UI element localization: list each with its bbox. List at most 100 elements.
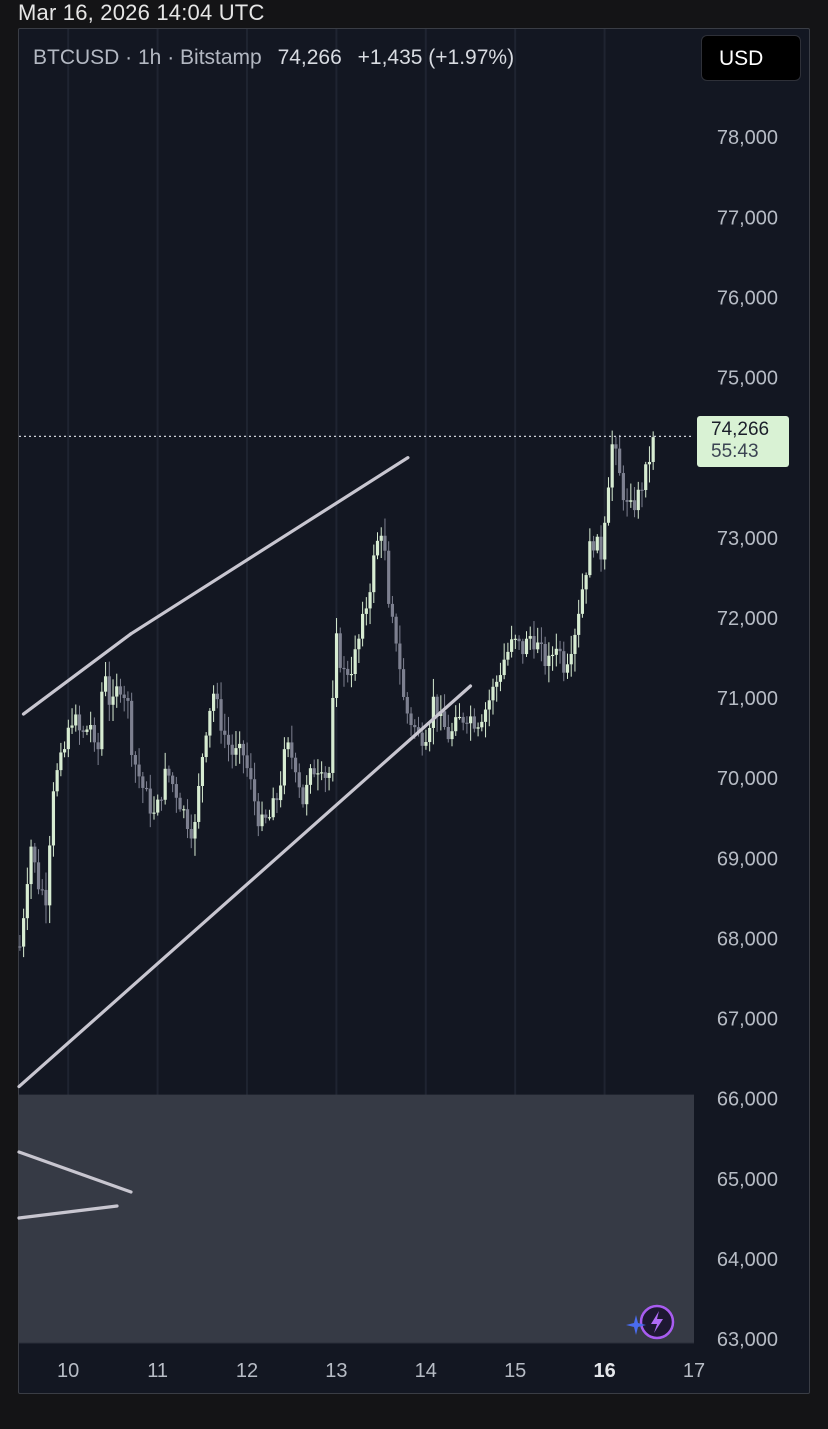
candle-body <box>647 461 652 465</box>
candle-body <box>636 489 640 511</box>
candle-body <box>644 464 648 491</box>
candle-body <box>85 729 89 732</box>
y-tick-label: 63,000 <box>717 1329 778 1351</box>
y-tick-label: 72,000 <box>717 608 778 630</box>
x-tick-label: 14 <box>415 1360 437 1382</box>
candle-body <box>390 603 395 617</box>
current-price-tag: 74,266 55:43 <box>697 416 789 467</box>
candle-body <box>141 776 145 788</box>
candle-body <box>398 643 402 670</box>
candle-body <box>487 700 491 710</box>
candle-body <box>230 744 234 755</box>
candle-body <box>122 694 126 699</box>
candle-body <box>22 918 26 947</box>
candle-body <box>66 727 70 750</box>
candle-body <box>416 727 421 733</box>
candle-body <box>547 655 551 667</box>
candle-body <box>599 536 603 560</box>
y-tick-label: 73,000 <box>717 528 778 550</box>
candle-body <box>249 768 253 780</box>
candle-body <box>264 814 268 818</box>
candle-body <box>44 889 48 906</box>
candle-body <box>118 686 123 695</box>
candle-body <box>513 638 517 640</box>
chart-legend: BTCUSD · 1h · Bitstamp 74,266 +1,435 (+1… <box>33 46 514 70</box>
trendline <box>21 632 133 716</box>
candle-body <box>267 817 272 819</box>
candle-body <box>312 768 316 775</box>
candle-body <box>450 731 454 740</box>
candle-body <box>409 713 413 726</box>
candle-body <box>562 651 566 673</box>
candle-body <box>215 693 219 700</box>
candle-body <box>591 541 596 551</box>
candle-body <box>625 500 629 502</box>
sparkle-lightning-icon[interactable] <box>625 1303 677 1341</box>
candle-body <box>133 755 137 765</box>
candle-body <box>204 735 208 758</box>
y-tick-label: 70,000 <box>717 768 778 790</box>
candle-body <box>126 698 130 701</box>
candle-body <box>595 536 599 551</box>
candle-body <box>368 592 372 609</box>
x-tick-label: 10 <box>57 1360 79 1382</box>
trendline <box>129 456 410 636</box>
currency-button[interactable]: USD <box>701 35 801 81</box>
candle-body <box>498 675 503 682</box>
x-tick-label: 13 <box>325 1360 347 1382</box>
candle-body <box>502 659 506 676</box>
candle-body <box>107 676 111 705</box>
candle-body <box>364 608 368 614</box>
candle-body <box>92 725 96 743</box>
x-tick-label: 12 <box>236 1360 258 1382</box>
candle-body <box>383 535 387 551</box>
candle-body <box>286 742 290 750</box>
candle-body <box>137 764 141 777</box>
candle-body <box>476 727 480 729</box>
candle-body <box>480 721 484 728</box>
candle-body <box>431 696 435 728</box>
candle-body <box>171 775 175 785</box>
candle-body <box>301 787 305 805</box>
candle-body <box>252 779 257 802</box>
candle-body <box>193 821 197 839</box>
candle-body <box>610 444 614 488</box>
candle-body <box>103 676 108 692</box>
candle-body <box>469 716 473 724</box>
candle-body <box>331 697 335 773</box>
y-tick-label: 69,000 <box>717 848 778 870</box>
candle-body <box>51 791 56 846</box>
candle-body <box>457 716 462 719</box>
x-tick-label: 15 <box>504 1360 526 1382</box>
candle-body <box>565 664 570 673</box>
candle-body <box>401 669 406 697</box>
candle-body <box>424 742 428 746</box>
candle-body <box>279 785 283 801</box>
candle-body <box>305 784 309 805</box>
candle-body <box>405 696 409 714</box>
candle-body <box>96 742 100 750</box>
candle-body <box>36 862 41 890</box>
candle-body <box>167 768 171 776</box>
candle-body <box>372 555 376 593</box>
last-price: 74,266 <box>277 46 342 69</box>
candle-body <box>528 636 532 639</box>
candle-body <box>524 638 529 655</box>
candle-body <box>483 709 488 722</box>
candle-body <box>346 668 350 675</box>
candle-body <box>290 742 294 758</box>
timestamp: Mar 16, 2026 14:04 UTC <box>18 0 265 25</box>
candle-body <box>558 648 562 652</box>
candle-body <box>282 749 286 786</box>
candle-body <box>510 639 514 652</box>
candle-body <box>338 633 342 668</box>
candle-body <box>271 798 275 818</box>
candle-body <box>580 589 584 614</box>
candle-body <box>70 725 74 728</box>
candle-body <box>577 613 581 635</box>
x-tick-label: 11 <box>147 1360 168 1382</box>
candle-body <box>539 642 544 644</box>
candle-body <box>342 667 346 670</box>
candle-body <box>435 696 439 716</box>
